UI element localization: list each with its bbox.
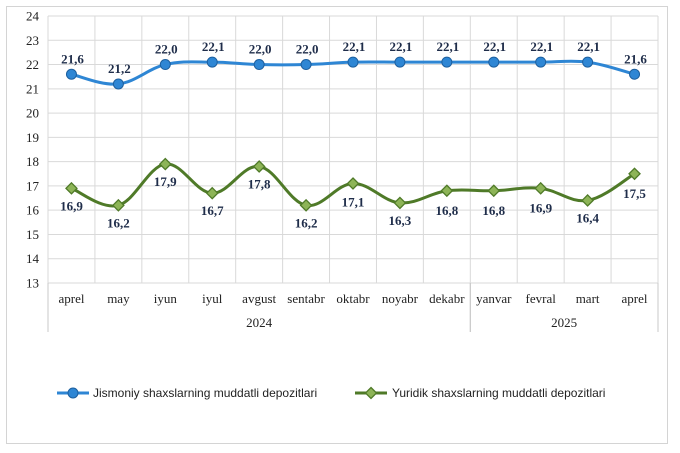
x-tick-label: avgust [242,291,276,306]
y-axis: 13 14 15 16 17 18 19 20 21 22 23 24 [26,9,40,291]
data-labels: 21,6 21,2 22,0 22,1 22,0 22,0 22,1 22,1 22,1 22,1… [60,39,647,230]
y-tick-label: 21 [26,81,39,96]
data-label: 16,8 [482,203,505,218]
data-label: 22,0 [296,42,319,57]
x-tick-label: sentabr [287,291,325,306]
data-point-diamond [158,157,172,171]
data-label: 22,1 [577,39,600,54]
y-tick-label: 19 [26,130,39,145]
year-label: 2025 [551,315,577,330]
data-point-diamond [111,198,125,212]
x-axis: aprel may iyun iyul avgust sentabr oktabr noyab… [47,283,659,332]
y-tick-label: 17 [26,178,40,193]
data-point-circle [441,56,453,68]
data-label: 17,9 [154,174,177,189]
data-label: 16,8 [435,203,458,218]
x-tick-label: oktabr [336,291,370,306]
x-tick-label: mart [576,291,600,306]
data-point-circle [582,56,594,68]
data-label: 21,6 [624,51,647,66]
data-label: 17,5 [623,186,646,201]
data-point-diamond [299,198,313,212]
data-label: 17,8 [248,176,271,191]
legend: Jismoniy shaxslarning muddatli depozitla… [57,386,605,400]
data-label: 16,4 [576,210,599,225]
data-point-diamond [440,184,454,198]
series-markers [65,56,641,212]
legend-label: Yuridik shaxslarning muddatli depozitlar… [392,386,605,400]
data-label: 16,9 [60,198,83,213]
data-point-diamond [252,160,266,173]
data-label: 16,2 [107,215,130,230]
data-label: 22,0 [155,42,178,57]
data-label: 16,3 [389,213,412,228]
x-tick-label: fevral [526,291,557,306]
data-point-diamond [346,177,360,190]
x-tick-label: iyul [202,291,223,306]
year-label: 2024 [246,315,273,330]
data-point-diamond [205,186,219,200]
x-tick-label: may [107,291,130,306]
data-label: 16,7 [201,203,224,218]
data-label: 22,1 [530,39,553,54]
data-label: 22,1 [483,39,506,54]
data-label: 16,2 [295,215,318,230]
data-point-diamond [65,181,78,195]
data-point-circle [300,59,312,71]
y-tick-label: 13 [26,276,39,291]
data-point-circle [488,56,500,68]
data-point-diamond [534,181,548,195]
x-tick-label: iyun [154,291,178,306]
data-point-diamond [393,196,407,210]
data-label: 22,1 [343,39,366,54]
y-tick-label: 16 [26,203,40,218]
y-tick-label: 23 [26,33,39,48]
data-point-circle [206,56,218,68]
x-tick-label: yanvar [476,291,512,306]
y-tick-label: 22 [26,57,39,72]
data-point-circle [629,68,641,80]
x-tick-label: aprel [58,291,84,306]
data-label: 21,2 [108,61,131,76]
data-label: 21,6 [61,51,84,66]
y-tick-label: 14 [26,251,40,266]
data-point-circle [347,56,359,68]
legend-marker-diamond [364,386,378,400]
y-tick-label: 18 [26,154,39,169]
data-point-diamond [487,184,501,198]
data-point-circle [112,78,124,90]
x-tick-label: aprel [622,291,648,306]
data-label: 17,1 [342,194,365,209]
x-tick-label: dekabr [429,291,465,306]
data-label: 22,0 [249,42,272,57]
y-tick-label: 24 [26,9,40,24]
y-tick-label: 15 [26,227,39,242]
data-point-circle [535,56,547,68]
data-point-circle [253,59,265,71]
data-label: 22,1 [436,39,459,54]
legend-marker-circle [67,387,79,399]
x-tick-label: noyabr [382,291,419,306]
legend-label: Jismoniy shaxslarning muddatli depozitla… [93,386,317,400]
y-tick-label: 20 [26,106,39,121]
grid [47,15,659,284]
data-point-diamond [628,167,641,181]
data-point-circle [159,59,171,71]
data-point-circle [394,56,406,68]
data-label: 16,9 [529,200,552,215]
data-point-diamond [581,194,595,207]
data-point-circle [65,68,77,80]
data-label: 22,1 [390,39,413,54]
data-label: 22,1 [202,39,225,54]
